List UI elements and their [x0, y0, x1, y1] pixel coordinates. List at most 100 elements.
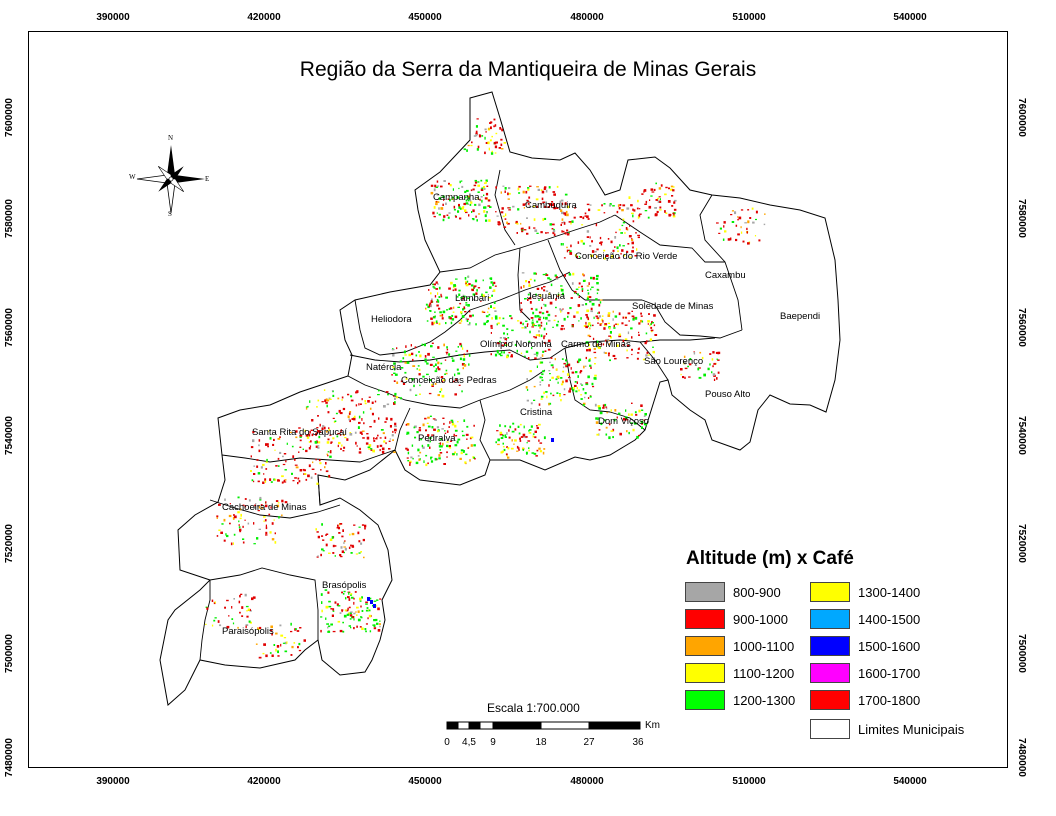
coffee-dot: [424, 358, 427, 361]
coffee-dot: [747, 220, 750, 224]
coffee-dot: [475, 130, 478, 134]
coffee-dot: [595, 417, 598, 420]
coffee-dot: [518, 447, 520, 450]
coffee-dot: [247, 522, 250, 525]
coffee-dot: [282, 463, 286, 466]
coffee-dot: [368, 609, 371, 612]
coffee-dot: [352, 616, 355, 619]
coffee-dot: [435, 288, 438, 290]
coffee-dot: [588, 343, 591, 347]
coffee-dot: [520, 227, 524, 231]
coffee-dot: [327, 591, 330, 594]
coffee-dot: [563, 222, 566, 225]
coffee-dot: [305, 406, 309, 408]
coffee-dot: [350, 399, 354, 402]
coffee-dot: [452, 198, 455, 200]
coffee-dot: [578, 296, 580, 298]
legend-label: 900-1000: [733, 611, 788, 627]
coffee-dot: [443, 343, 445, 347]
coffee-dot: [348, 612, 350, 615]
coffee-dot: [530, 425, 533, 428]
legend-swatch: [810, 690, 850, 710]
coffee-dot: [274, 541, 277, 544]
coffee-dot: [257, 627, 259, 630]
scale-bar: [446, 721, 641, 730]
coffee-dot: [623, 417, 626, 421]
coffee-dot: [395, 396, 399, 399]
coffee-dot: [590, 276, 593, 280]
coffee-dot: [621, 322, 624, 325]
coffee-dot: [461, 180, 463, 182]
coffee-dot: [493, 301, 496, 304]
coffee-dot: [422, 375, 425, 378]
coffee-dot: [431, 342, 434, 344]
coffee-dot: [737, 218, 739, 221]
coffee-dot: [364, 628, 367, 631]
coffee-dot: [462, 367, 464, 370]
coffee-dot: [350, 552, 353, 554]
coffee-dot: [488, 147, 490, 151]
coffee-dot: [624, 338, 628, 340]
coffee-dot: [528, 284, 531, 287]
coffee-dot: [233, 598, 235, 600]
coffee-dot: [463, 353, 466, 355]
coffee-dot: [591, 382, 594, 386]
coffee-dot: [755, 218, 757, 221]
coffee-dot: [508, 436, 511, 439]
coffee-dot: [561, 292, 564, 296]
coffee-dot: [470, 199, 472, 203]
legend-label: 1200-1300: [733, 692, 796, 708]
coffee-dot: [582, 273, 584, 276]
coffee-dot: [490, 332, 492, 334]
coffee-dot: [260, 466, 263, 469]
coffee-dot: [390, 417, 393, 421]
coffee-dot: [483, 186, 486, 189]
coffee-dot: [431, 426, 434, 429]
coffee-dot: [214, 601, 216, 604]
coffee-dot: [445, 202, 447, 205]
coffee-dot: [644, 203, 647, 205]
coffee-dot: [444, 373, 446, 375]
coffee-dot: [569, 307, 572, 310]
coffee-dot: [642, 358, 645, 361]
coffee-dot: [504, 218, 507, 220]
coffee-dot: [502, 446, 505, 448]
coffee-dot: [436, 200, 438, 203]
coffee-dot: [257, 505, 260, 507]
coffee-dot: [448, 353, 451, 356]
coffee-dot: [575, 288, 579, 290]
coffee-dot: [328, 552, 331, 554]
coffee-dot: [315, 433, 317, 436]
coffee-dot: [320, 616, 323, 618]
coffee-dot: [584, 365, 587, 367]
coffee-dot: [446, 309, 449, 311]
coffee-dot: [349, 618, 352, 620]
coffee-dot: [365, 601, 368, 604]
coffee-dot: [602, 404, 605, 408]
coffee-dot: [561, 325, 564, 327]
coffee-dot: [640, 312, 642, 315]
coffee-dot: [504, 342, 507, 344]
coffee-dot: [591, 286, 594, 288]
coffee-dot: [342, 593, 345, 595]
coffee-dot: [596, 282, 599, 285]
coffee-dot: [551, 376, 554, 379]
coffee-dot: [461, 298, 464, 301]
coffee-dot: [540, 321, 543, 324]
coffee-dot: [523, 425, 525, 429]
coffee-dot: [643, 419, 645, 422]
coffee-dot: [481, 135, 484, 137]
coffee-dot: [489, 122, 492, 124]
coffee-dot: [430, 345, 433, 348]
coffee-dot: [351, 418, 354, 420]
coffee-dot: [595, 298, 598, 301]
coffee-dot: [613, 327, 616, 329]
coffee-dot: [336, 603, 339, 606]
coffee-dot: [497, 342, 500, 345]
coffee-dot: [545, 274, 549, 276]
coffee-dot: [430, 460, 434, 463]
coffee-dot: [468, 363, 470, 366]
coffee-dot: [637, 234, 640, 236]
coffee-dot: [324, 589, 328, 591]
coffee-dot: [377, 389, 380, 392]
